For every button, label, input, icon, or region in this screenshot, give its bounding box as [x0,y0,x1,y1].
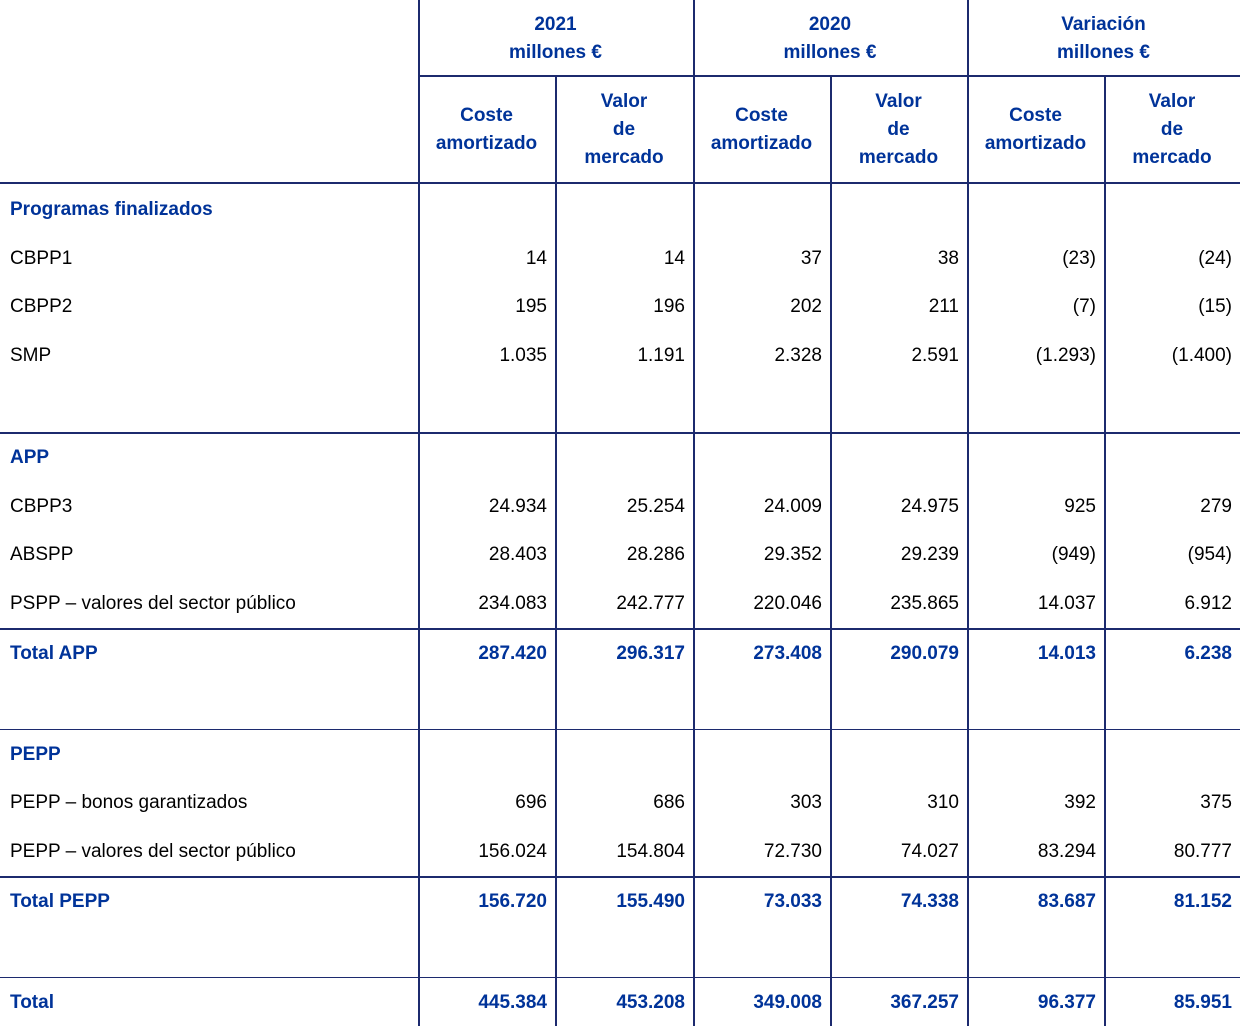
column-header: Coste amortizado [693,84,830,176]
cell-value: (7) [967,283,1104,332]
cell-value: 2.328 [693,332,830,381]
section-title: Programas finalizados [0,186,418,235]
cell-value: 156.720 [418,878,555,927]
cell-value: (949) [967,531,1104,580]
cell-value: 296.317 [555,630,693,679]
cell-value: (23) [967,235,1104,284]
cell-value: 74.027 [830,828,967,877]
cell-value: 686 [555,779,693,828]
cell-value: 85.951 [1104,979,1240,1027]
cell-value: 375 [1104,779,1240,828]
column-header: Coste amortizado [967,84,1104,176]
cell-value: 195 [418,283,555,332]
cell-value: 14.013 [967,630,1104,679]
cell-value: 14 [555,235,693,284]
cell-value: 6.238 [1104,630,1240,679]
cell-value: 273.408 [693,630,830,679]
cell-value: 81.152 [1104,878,1240,927]
row-label: PSPP – valores del sector público [0,580,418,629]
cell-value: 38 [830,235,967,284]
column-header: Coste amortizado [418,84,555,176]
cell-value: 24.934 [418,483,555,532]
rule [418,75,1240,77]
cell-value: 83.294 [967,828,1104,877]
cell-value: 29.352 [693,531,830,580]
cell-value: (1.293) [967,332,1104,381]
row-label: PEPP – valores del sector público [0,828,418,877]
row-label: ABSPP [0,531,418,580]
cell-value: 279 [1104,483,1240,532]
cell-value: 73.033 [693,878,830,927]
cell-value: 202 [693,283,830,332]
cell-value: (954) [1104,531,1240,580]
cell-value: 154.804 [555,828,693,877]
cell-value: 155.490 [555,878,693,927]
cell-value: 1.035 [418,332,555,381]
cell-value: 310 [830,779,967,828]
cell-value: 29.239 [830,531,967,580]
section-title: APP [0,434,418,483]
cell-value: 445.384 [418,979,555,1027]
rule [0,182,1240,184]
row-label: Total [0,979,418,1027]
cell-value: 349.008 [693,979,830,1027]
cell-value: 28.403 [418,531,555,580]
cell-value: (15) [1104,283,1240,332]
column-header: Valor de mercado [1104,84,1240,176]
cell-value: 156.024 [418,828,555,877]
cell-value: 367.257 [830,979,967,1027]
row-label: CBPP2 [0,283,418,332]
cell-value: 211 [830,283,967,332]
cell-value: 14 [418,235,555,284]
cell-value: 234.083 [418,580,555,629]
row-label: CBPP1 [0,235,418,284]
group-header: 2021 millones € [418,8,693,70]
cell-value: 287.420 [418,630,555,679]
cell-value: 25.254 [555,483,693,532]
cell-value: 6.912 [1104,580,1240,629]
cell-value: 235.865 [830,580,967,629]
section-title: PEPP [0,731,418,780]
cell-value: 83.687 [967,878,1104,927]
cell-value: 242.777 [555,580,693,629]
row-label: SMP [0,332,418,381]
cell-value: 696 [418,779,555,828]
cell-value: 220.046 [693,580,830,629]
group-header: Variación millones € [967,8,1240,70]
cell-value: 392 [967,779,1104,828]
cell-value: 14.037 [967,580,1104,629]
row-label: CBPP3 [0,483,418,532]
cell-value: 72.730 [693,828,830,877]
cell-value: 2.591 [830,332,967,381]
column-header: Valor de mercado [555,84,693,176]
group-header: 2020 millones € [693,8,967,70]
cell-value: 80.777 [1104,828,1240,877]
cell-value: 1.191 [555,332,693,381]
cell-value: 290.079 [830,630,967,679]
cell-value: 37 [693,235,830,284]
row-label: Total APP [0,630,418,679]
cell-value: 74.338 [830,878,967,927]
cell-value: 24.009 [693,483,830,532]
cell-value: 303 [693,779,830,828]
row-label: PEPP – bonos garantizados [0,779,418,828]
column-header: Valor de mercado [830,84,967,176]
cell-value: (24) [1104,235,1240,284]
cell-value: 24.975 [830,483,967,532]
row-label: Total PEPP [0,878,418,927]
cell-value: 28.286 [555,531,693,580]
cell-value: 96.377 [967,979,1104,1027]
cell-value: (1.400) [1104,332,1240,381]
cell-value: 196 [555,283,693,332]
cell-value: 453.208 [555,979,693,1027]
cell-value: 925 [967,483,1104,532]
